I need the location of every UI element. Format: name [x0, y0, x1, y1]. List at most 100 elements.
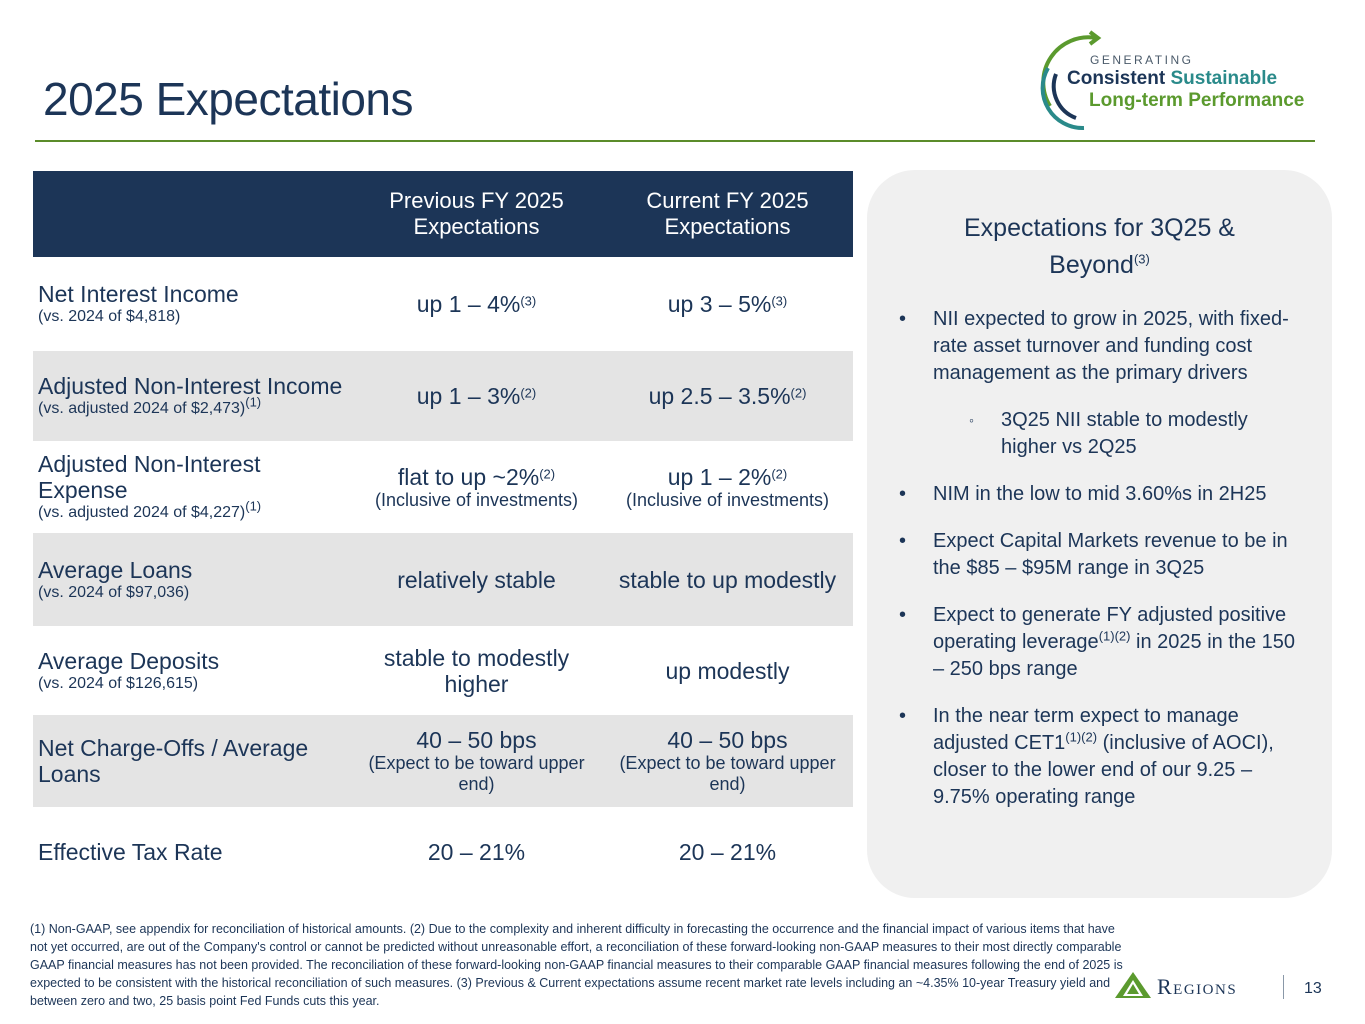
current-value: up modestly — [665, 657, 790, 684]
current-note: (Expect to be toward upper end) — [619, 753, 836, 794]
previous-value: flat to up ~2% — [397, 463, 540, 490]
row-label-cell: Average Deposits (vs. 2024 of $126,615) — [33, 626, 351, 715]
bullet-footnote-ref: (1)(2) — [1065, 729, 1098, 745]
row-sublabel: (vs. 2024 of $97,036) — [38, 583, 190, 601]
current-cell: 20 – 21% — [602, 807, 853, 897]
current-value: stable to up modestly — [618, 566, 837, 593]
table-row: Average Deposits (vs. 2024 of $126,615) … — [33, 626, 853, 715]
current-cell: up modestly — [602, 626, 853, 715]
table-row: Adjusted Non-Interest Income (vs. adjust… — [33, 351, 853, 441]
table-row: Adjusted Non-Interest Expense (vs. adjus… — [33, 441, 853, 533]
previous-value: up 1 – 3% — [416, 383, 521, 409]
previous-cell: up 1 – 3%(2) — [351, 351, 602, 441]
previous-cell: up 1 – 4%(3) — [351, 257, 602, 351]
previous-value: up 1 – 4% — [416, 291, 521, 317]
current-footnote-ref: (2) — [771, 466, 788, 482]
list-item: ◦ 3Q25 NII stable to modestly higher vs 2… — [897, 407, 1307, 461]
sub-bullet-icon: ◦ — [969, 412, 974, 428]
bullet-text: NII expected to grow in 2025, with fixed… — [933, 308, 1289, 384]
list-item: • In the near term expect to manage adjus… — [897, 703, 1307, 811]
list-item: • Expect to generate FY adjusted positive… — [897, 602, 1307, 683]
row-label: Average Loans — [38, 556, 193, 583]
current-value: up 2.5 – 3.5% — [648, 383, 791, 409]
triangle-leaf-icon — [1115, 972, 1151, 998]
current-value: up 1 – 2% — [667, 463, 772, 490]
current-cell: stable to up modestly — [602, 533, 853, 626]
row-label: Adjusted Non-Interest Income — [38, 373, 343, 399]
bullet-text: Expect Capital Markets revenue to be in … — [933, 530, 1288, 579]
previous-footnote-ref: (3) — [520, 293, 537, 309]
table-row: Effective Tax Rate 20 – 21% 20 – 21% — [33, 807, 853, 897]
previous-cell: 20 – 21% — [351, 807, 602, 897]
bullet-icon: • — [899, 483, 907, 505]
previous-value: 40 – 50 bps — [416, 727, 537, 753]
row-label-cell: Net Charge-Offs / Average Loans — [33, 715, 351, 807]
page-title: 2025 Expectations — [43, 73, 414, 125]
bullet-text-cont: (inclusive of AOCI), closer to the lower… — [933, 732, 1274, 808]
brand-tagline: GENERATING Consistent Sustainable Long-t… — [1036, 28, 1326, 138]
table-row: Net Interest Income (vs. 2024 of $4,818)… — [33, 257, 853, 351]
previous-note: (Expect to be toward upper end) — [368, 753, 585, 794]
table-header-row: Previous FY 2025 Expectations Current FY… — [33, 171, 853, 257]
previous-cell: stable to modestly higher — [351, 626, 602, 715]
row-sublabel: (vs. 2024 of $4,818) — [38, 308, 181, 325]
bullet-text: Expect to generate FY adjusted positive … — [933, 604, 1287, 653]
bullet-icon: • — [899, 604, 907, 626]
row-label: Effective Tax Rate — [38, 839, 223, 865]
regions-logo: Regions — [1113, 970, 1283, 1002]
logo-wordmark: Regions — [1157, 974, 1238, 999]
brand-long-term: Long-term Performance — [1089, 90, 1305, 111]
brand-consistent: Consistent — [1067, 68, 1166, 89]
previous-footnote-ref: (2) — [520, 385, 537, 401]
row-sublabel: (vs. 2024 of $126,615) — [38, 674, 199, 692]
previous-cell: 40 – 50 bps (Expect to be toward upper e… — [351, 715, 602, 807]
previous-cell: flat to up ~2%(2) (Inclusive of investme… — [351, 441, 602, 533]
header-blank — [33, 171, 351, 257]
row-label-cell: Net Interest Income (vs. 2024 of $4,818) — [33, 257, 351, 351]
bullet-text: NIM in the low to mid 3.60%s in 2H25 — [933, 483, 1267, 505]
sublabel-footnote-ref: (1) — [245, 394, 262, 410]
bullet-text: 3Q25 NII stable to modestly higher vs 2Q… — [1001, 409, 1248, 458]
current-value: 20 – 21% — [678, 839, 777, 865]
circular-arrows-icon — [1040, 30, 1102, 131]
bullet-footnote-ref: (1)(2) — [1098, 628, 1131, 644]
panel-title: Expectations for 3Q25 & Beyond(3) — [867, 210, 1332, 284]
panel-title-footnote-ref: (3) — [1133, 251, 1150, 267]
row-label: Net Interest Income — [38, 281, 239, 307]
header-previous: Previous FY 2025 Expectations — [351, 171, 602, 257]
page-number: 13 — [1304, 980, 1322, 997]
current-note: (Inclusive of investments) — [625, 489, 830, 510]
row-label-cell: Adjusted Non-Interest Expense (vs. adjus… — [33, 441, 351, 533]
expectations-table: Previous FY 2025 Expectations Current FY… — [33, 171, 853, 897]
row-label-cell: Adjusted Non-Interest Income (vs. adjust… — [33, 351, 351, 441]
table-row: Net Charge-Offs / Average Loans 40 – 50 … — [33, 715, 853, 807]
brand-line-1: Consistent Sustainable — [1067, 68, 1277, 90]
sublabel-footnote-ref: (1) — [245, 498, 262, 514]
current-cell: up 2.5 – 3.5%(2) — [602, 351, 853, 441]
row-label-cell: Effective Tax Rate — [33, 807, 351, 897]
current-value: up 3 – 5% — [667, 291, 772, 317]
row-sublabel: (vs. adjusted 2024 of $4,227) — [38, 504, 246, 521]
bullet-icon: • — [899, 308, 907, 330]
row-sublabel-wrap: (vs. adjusted 2024 of $2,473)(1) — [38, 396, 347, 419]
brand-generating: GENERATING — [1090, 53, 1194, 67]
row-sublabel-wrap: (vs. adjusted 2024 of $4,227)(1) — [38, 500, 347, 523]
outlook-list: • NII expected to grow in 2025, with fixe… — [897, 306, 1307, 831]
previous-cell: relatively stable — [351, 533, 602, 626]
brand-sustainable: Sustainable — [1170, 68, 1278, 89]
outlook-panel: Expectations for 3Q25 & Beyond(3) • NII e… — [867, 170, 1332, 898]
row-label-cell: Average Loans (vs. 2024 of $97,036) — [33, 533, 351, 626]
current-cell: up 1 – 2%(2) (Inclusive of investments) — [602, 441, 853, 533]
list-item: • NII expected to grow in 2025, with fixe… — [897, 306, 1307, 387]
row-label: Average Deposits — [38, 647, 220, 674]
row-label: Net Charge-Offs / Average Loans — [38, 735, 309, 787]
current-footnote-ref: (2) — [790, 385, 807, 401]
previous-note: (Inclusive of investments) — [374, 489, 579, 510]
bullet-icon: • — [899, 530, 907, 552]
previous-value: 20 – 21% — [427, 839, 526, 865]
current-footnote-ref: (3) — [771, 293, 788, 309]
footer-divider — [1283, 975, 1284, 999]
row-label: Adjusted Non-Interest Expense — [38, 451, 261, 503]
list-item: • Expect Capital Markets revenue to be in… — [897, 528, 1307, 582]
previous-footnote-ref: (2) — [539, 466, 556, 482]
